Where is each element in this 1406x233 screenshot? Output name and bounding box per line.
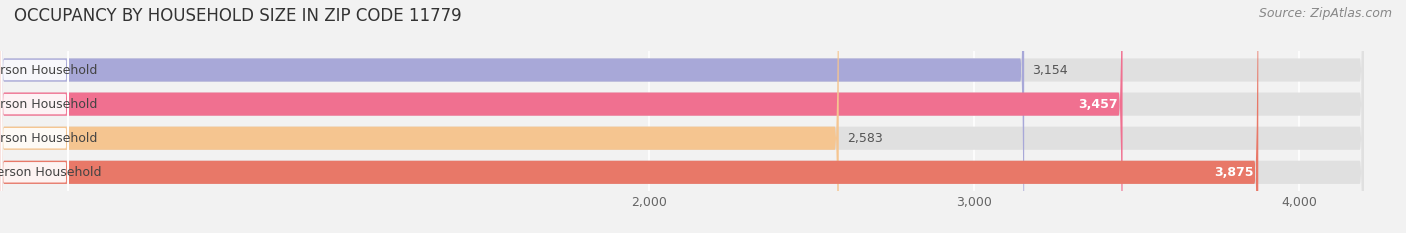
Text: 2-Person Household: 2-Person Household <box>0 98 97 111</box>
FancyBboxPatch shape <box>0 0 839 233</box>
FancyBboxPatch shape <box>0 0 1258 233</box>
FancyBboxPatch shape <box>0 0 1364 233</box>
FancyBboxPatch shape <box>0 0 69 233</box>
FancyBboxPatch shape <box>0 0 69 233</box>
FancyBboxPatch shape <box>0 0 1024 233</box>
Text: 4+ Person Household: 4+ Person Household <box>0 166 103 179</box>
FancyBboxPatch shape <box>0 0 1364 233</box>
Text: 3,875: 3,875 <box>1213 166 1253 179</box>
Text: 3-Person Household: 3-Person Household <box>0 132 97 145</box>
Text: Source: ZipAtlas.com: Source: ZipAtlas.com <box>1258 7 1392 20</box>
FancyBboxPatch shape <box>0 0 1364 233</box>
Text: 3,457: 3,457 <box>1078 98 1118 111</box>
FancyBboxPatch shape <box>0 0 69 233</box>
FancyBboxPatch shape <box>0 0 1364 233</box>
Text: 1-Person Household: 1-Person Household <box>0 64 97 76</box>
FancyBboxPatch shape <box>0 0 69 233</box>
Text: 2,583: 2,583 <box>846 132 883 145</box>
Text: OCCUPANCY BY HOUSEHOLD SIZE IN ZIP CODE 11779: OCCUPANCY BY HOUSEHOLD SIZE IN ZIP CODE … <box>14 7 461 25</box>
Text: 3,154: 3,154 <box>1032 64 1069 76</box>
FancyBboxPatch shape <box>0 0 1122 233</box>
